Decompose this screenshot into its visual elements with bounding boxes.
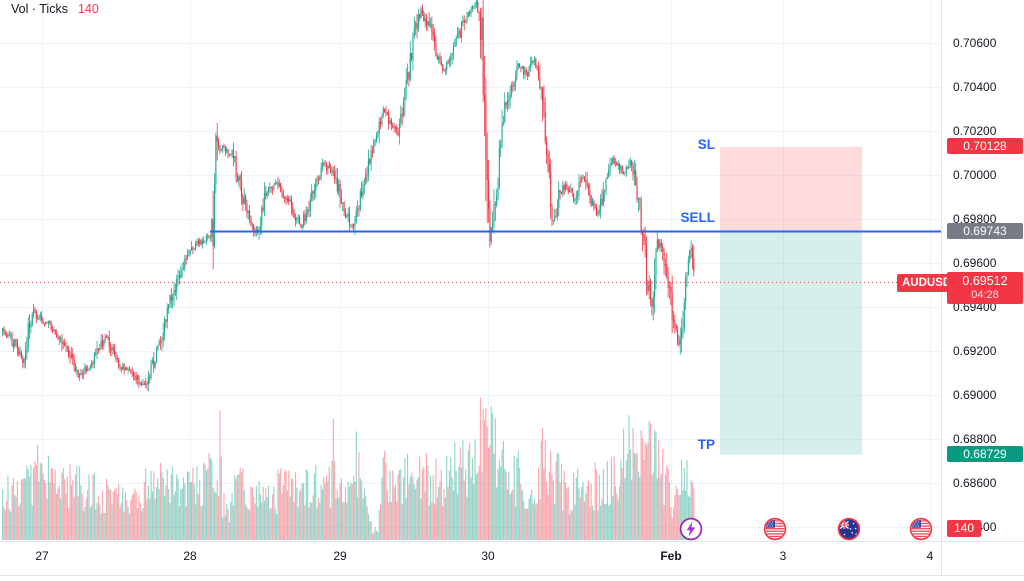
take-profit-label[interactable]: TP bbox=[697, 437, 715, 452]
economic-event-flag-au-icon[interactable] bbox=[837, 517, 861, 541]
time-tick-label: 4 bbox=[926, 549, 934, 563]
price-tick-label: 0.70400 bbox=[953, 80, 997, 94]
price-tick-label: 0.69800 bbox=[953, 212, 997, 226]
volume-axis-badge: 140 bbox=[947, 520, 981, 537]
time-tick-label: 30 bbox=[481, 549, 495, 563]
bar-countdown: 04:28 bbox=[971, 289, 999, 301]
time-tick-label: 28 bbox=[183, 549, 197, 563]
volume-bars bbox=[2, 397, 695, 540]
entry-price-badge[interactable]: 0.69743 bbox=[947, 223, 1023, 239]
time-tick-label: 3 bbox=[779, 549, 787, 563]
time-tick-label: 29 bbox=[333, 549, 347, 563]
indicator-title[interactable]: Vol · Ticks bbox=[11, 2, 68, 16]
last-price-value: 0.69512 bbox=[962, 274, 1008, 288]
time-tick-label: 27 bbox=[35, 549, 49, 563]
price-tick-label: 0.70000 bbox=[953, 168, 997, 182]
sell-entry-label[interactable]: SELL bbox=[680, 210, 715, 225]
time-tick-label: Feb bbox=[660, 549, 682, 563]
price-tick-label: 0.69600 bbox=[953, 256, 997, 270]
economic-event-lightning-icon[interactable] bbox=[679, 517, 703, 541]
price-tick-label: 0.69000 bbox=[953, 388, 997, 402]
candles bbox=[2, 0, 695, 392]
price-tick-label: 0.68800 bbox=[953, 432, 997, 446]
economic-event-flag-us-icon[interactable] bbox=[763, 517, 787, 541]
stop-loss-price-badge[interactable]: 0.70128 bbox=[947, 138, 1023, 154]
price-tick-label: 0.70200 bbox=[953, 124, 997, 138]
economic-event-flag-us-icon[interactable] bbox=[909, 517, 933, 541]
stop-loss-label[interactable]: SL bbox=[697, 137, 715, 152]
price-tick-label: 0.68600 bbox=[953, 476, 997, 490]
price-tick-label: 0.69200 bbox=[953, 344, 997, 358]
take-profit-price-badge[interactable]: 0.68729 bbox=[947, 446, 1023, 462]
indicator-value: 140 bbox=[77, 2, 99, 16]
last-price-badge: 0.69512 04:28 bbox=[947, 272, 1023, 304]
symbol-price-flag: AUDUSD bbox=[897, 274, 957, 292]
price-tick-label: 0.70600 bbox=[953, 36, 997, 50]
indicator-legend[interactable]: Vol · Ticks 140 bbox=[11, 2, 99, 16]
position-tool-zones[interactable] bbox=[720, 146, 862, 455]
